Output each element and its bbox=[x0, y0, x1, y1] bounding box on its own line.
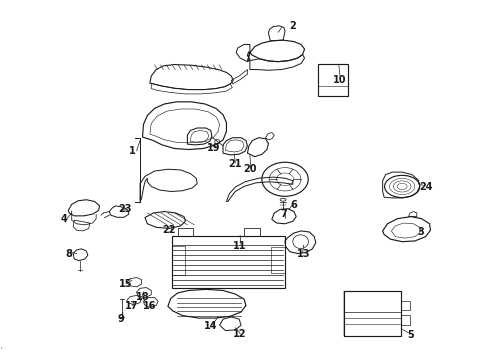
Text: 3: 3 bbox=[417, 227, 424, 237]
Text: 22: 22 bbox=[163, 225, 176, 235]
Text: 20: 20 bbox=[243, 164, 257, 174]
Text: 12: 12 bbox=[233, 329, 247, 339]
Bar bbox=[178, 228, 193, 235]
Text: 21: 21 bbox=[228, 159, 242, 169]
Text: 1: 1 bbox=[129, 146, 136, 156]
Bar bbox=[172, 246, 185, 275]
Text: 24: 24 bbox=[419, 182, 432, 192]
Text: 17: 17 bbox=[125, 301, 139, 311]
Text: 23: 23 bbox=[119, 204, 132, 214]
Text: 13: 13 bbox=[297, 248, 310, 258]
Text: 10: 10 bbox=[333, 75, 347, 85]
Text: 8: 8 bbox=[66, 248, 73, 258]
Text: 14: 14 bbox=[204, 321, 218, 331]
Text: 2: 2 bbox=[290, 21, 296, 31]
Text: 7: 7 bbox=[281, 209, 288, 219]
Text: 5: 5 bbox=[408, 330, 415, 340]
Bar bbox=[271, 247, 285, 273]
Text: 4: 4 bbox=[61, 215, 68, 224]
Bar bbox=[244, 228, 260, 235]
Text: 15: 15 bbox=[119, 279, 132, 289]
Bar bbox=[318, 64, 348, 96]
Text: 11: 11 bbox=[233, 241, 247, 251]
Text: 6: 6 bbox=[291, 200, 297, 210]
Bar bbox=[343, 291, 401, 336]
Bar bbox=[172, 235, 285, 288]
Bar bbox=[401, 301, 410, 310]
Text: 16: 16 bbox=[143, 301, 157, 311]
Text: 9: 9 bbox=[117, 314, 124, 324]
Text: 19: 19 bbox=[206, 143, 220, 153]
Bar bbox=[401, 315, 410, 325]
Text: 18: 18 bbox=[136, 292, 149, 302]
